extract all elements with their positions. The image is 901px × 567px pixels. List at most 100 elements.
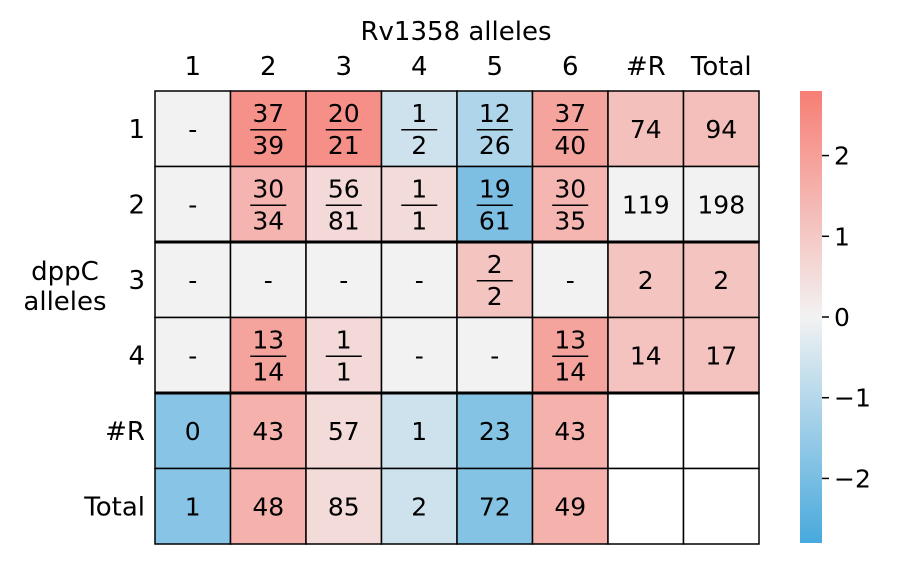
cell-value-label: 2 — [713, 266, 729, 295]
cell-denominator: 2 — [411, 131, 427, 160]
cell-denominator: 61 — [479, 206, 511, 235]
heatmap-cell — [682, 467, 760, 545]
column-label: 6 — [562, 52, 579, 82]
cell-denominator: 35 — [554, 206, 586, 235]
cell-value-label: 43 — [252, 417, 284, 446]
cell-denominator: 81 — [328, 206, 360, 235]
cell-value-label: - — [188, 190, 197, 219]
cell-value-label: 94 — [705, 115, 737, 144]
cell-numerator: 30 — [554, 174, 586, 203]
cell-value-label: - — [339, 266, 348, 295]
cell-value-label: 48 — [252, 492, 284, 521]
heatmap-cell — [607, 90, 685, 168]
cell-value-label: 1 — [185, 492, 201, 521]
cell-value-label: 17 — [705, 341, 737, 370]
cell-value-label: 0 — [185, 417, 201, 446]
cell-value-label: 119 — [622, 190, 670, 219]
cell-value-label: - — [490, 341, 499, 370]
cell-numerator: 56 — [328, 174, 360, 203]
colorbar-tick-label: 1 — [834, 222, 850, 251]
cell-numerator: 13 — [252, 325, 284, 354]
column-labels: 1 2 3 4 5 6 #R Total — [184, 52, 751, 82]
cell-denominator: 39 — [252, 131, 284, 160]
column-label: 5 — [486, 52, 503, 82]
heatmap-cell — [531, 467, 609, 545]
cell-value-label: 85 — [328, 492, 360, 521]
cell-denominator: 2 — [487, 282, 503, 311]
heatmap-cell — [682, 392, 760, 470]
cell-value-label: - — [188, 115, 197, 144]
heatmap-cell — [305, 392, 383, 470]
cell-value-label: 74 — [630, 115, 662, 144]
cell-denominator: 40 — [554, 131, 586, 160]
cell-numerator: 12 — [479, 99, 511, 128]
cell-numerator: 13 — [554, 325, 586, 354]
row-label: 2 — [128, 190, 145, 220]
heatmap-cell — [380, 90, 458, 168]
cell-denominator: 14 — [252, 357, 284, 386]
heatmap-cell — [305, 165, 383, 243]
heatmap-cell — [380, 241, 458, 319]
cell-value-label: - — [188, 266, 197, 295]
column-label: Total — [690, 52, 752, 82]
cell-value-label: 14 — [630, 341, 662, 370]
row-label: 4 — [128, 341, 145, 371]
row-labels: 1 2 3 4 #R Total — [83, 115, 145, 523]
heatmap-cell — [607, 316, 685, 394]
column-label: 4 — [411, 52, 428, 82]
cell-numerator: 1 — [411, 99, 427, 128]
cell-numerator: 1 — [411, 174, 427, 203]
colorbar-tick-label: −2 — [834, 464, 871, 493]
cell-value-label: 23 — [479, 417, 511, 446]
cell-numerator: 20 — [328, 99, 360, 128]
cell-value-label: - — [188, 341, 197, 370]
row-label: 1 — [128, 115, 145, 145]
cell-numerator: 19 — [479, 174, 511, 203]
cell-value-label: - — [264, 266, 273, 295]
cell-denominator: 14 — [554, 357, 586, 386]
column-label: 2 — [260, 52, 277, 82]
cell-numerator: 2 — [487, 250, 503, 279]
heatmap-cell — [154, 165, 232, 243]
heatmap-cell — [682, 165, 760, 243]
cell-denominator: 1 — [411, 206, 427, 235]
cell-numerator: 37 — [554, 99, 586, 128]
heatmap-cell — [154, 90, 232, 168]
cell-value-label: 72 — [479, 492, 511, 521]
colorbar: 2 1 0 −1 −2 — [800, 91, 871, 543]
heatmap-cell — [531, 241, 609, 319]
heatmap-cell — [607, 392, 685, 470]
heatmap-cell — [380, 316, 458, 394]
cell-value-label: 49 — [554, 492, 586, 521]
heatmap-cell — [305, 316, 383, 394]
colorbar-tick-label: 0 — [834, 303, 850, 332]
cell-numerator: 37 — [252, 99, 284, 128]
cell-value-label: 2 — [411, 492, 427, 521]
cell-value-label: - — [415, 266, 424, 295]
colorbar-tick-label: 2 — [834, 142, 850, 171]
colorbar-tick-label: −1 — [834, 384, 871, 413]
colorbar-gradient — [800, 91, 822, 543]
cell-denominator: 34 — [252, 206, 284, 235]
heatmap-cell — [229, 90, 307, 168]
column-label: 3 — [335, 52, 352, 82]
cell-value-label: 43 — [554, 417, 586, 446]
heatmap-cell — [531, 90, 609, 168]
cell-denominator: 1 — [336, 357, 352, 386]
row-label: Total — [83, 492, 145, 522]
cell-value-label: 2 — [638, 266, 654, 295]
cell-value-label: - — [415, 341, 424, 370]
heatmap-cell — [607, 241, 685, 319]
heatmap-cell — [607, 165, 685, 243]
cell-numerator: 30 — [252, 174, 284, 203]
cell-value-label: 57 — [328, 417, 360, 446]
cell-denominator: 21 — [328, 131, 360, 160]
heatmap-cell — [682, 241, 760, 319]
heatmap-cell — [682, 90, 760, 168]
y-axis-label-line-2: alleles — [23, 287, 106, 317]
cell-numerator: 1 — [336, 325, 352, 354]
column-label: #R — [626, 52, 666, 82]
cell-denominator: 26 — [479, 131, 511, 160]
